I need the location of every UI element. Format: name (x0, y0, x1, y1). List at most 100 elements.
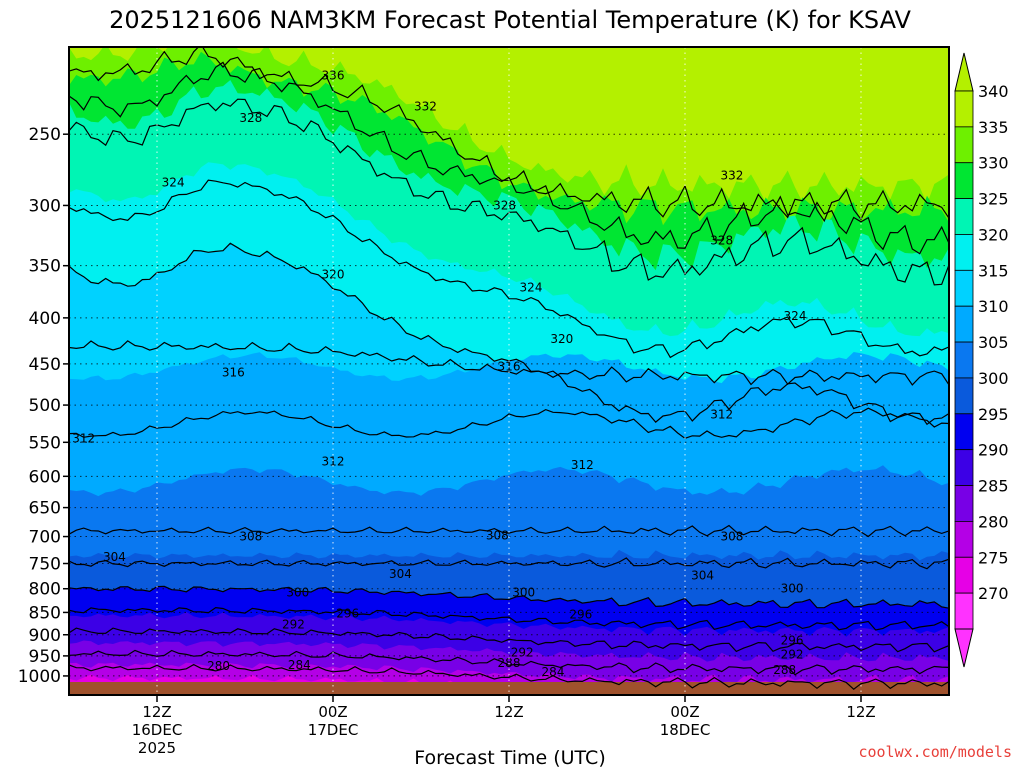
isentrope-308K (69, 524, 949, 538)
isentrope-292K (69, 627, 949, 653)
colorbar-swatch-285 (954, 485, 974, 522)
contour-label-312: 312 (710, 407, 733, 421)
y-tick-label: 800 (29, 580, 61, 600)
colorbar-label-325: 325 (978, 190, 1009, 209)
isentrope-300K (69, 585, 949, 609)
contour-label-308: 308 (486, 528, 509, 542)
x-tick-label: 12Z (494, 703, 523, 721)
contour-label-324: 324 (162, 176, 185, 190)
colorbar-swatch-275 (954, 556, 974, 594)
y-tick-label: 1000 (18, 667, 61, 687)
colorbar-swatch-300 (954, 377, 974, 415)
contour-label-296: 296 (569, 608, 592, 622)
colorbar-label-315: 315 (978, 261, 1009, 280)
colorbar-label-290: 290 (978, 441, 1009, 460)
y-tick-label: 350 (29, 257, 61, 277)
y-tick-label: 950 (29, 647, 61, 667)
contour-label-300: 300 (781, 582, 804, 596)
y-tick-label: 850 (29, 603, 61, 623)
colorbar-label-295: 295 (978, 405, 1009, 424)
isentrope-324K (69, 179, 949, 359)
colorbar-label-305: 305 (978, 333, 1009, 352)
contour-label-292: 292 (511, 646, 534, 660)
y-tick-label: 750 (29, 555, 61, 575)
contour-label-304: 304 (389, 567, 412, 581)
x-tick-label: 12Z (846, 703, 875, 721)
colorbar-label-285: 285 (978, 477, 1009, 496)
contour-label-312: 312 (322, 455, 345, 469)
y-tick-label: 250 (29, 125, 61, 145)
x-tick-date: 17DEC (308, 721, 359, 739)
isentrope-284K (69, 663, 949, 690)
y-tick-label: 450 (29, 355, 61, 375)
colorbar-label-320: 320 (978, 225, 1009, 244)
colorbar-label-280: 280 (978, 512, 1009, 531)
colorbar-swatch-295 (954, 413, 974, 451)
y-tick-label: 700 (29, 528, 61, 548)
colorbar-swatch-290 (954, 449, 974, 486)
contour-label-304: 304 (103, 550, 126, 564)
isentrope-312K (69, 407, 949, 439)
y-tick-label: 600 (29, 467, 61, 487)
contour-label-332: 332 (720, 169, 743, 183)
gridlines (69, 47, 949, 695)
contour-label-328: 328 (239, 111, 262, 125)
colorbar-label-340: 340 (978, 82, 1009, 101)
contour-label-288: 288 (498, 656, 521, 670)
colorbar-label-300: 300 (978, 369, 1009, 388)
contour-label-284: 284 (288, 658, 311, 672)
x-tick-date: 18DEC (660, 721, 711, 739)
contour-label-296: 296 (781, 633, 804, 647)
colorbar-label-310: 310 (978, 297, 1009, 316)
contour-label-328: 328 (710, 233, 733, 247)
isentrope-332K (69, 61, 949, 255)
y-tick-label: 500 (29, 396, 61, 416)
colorbar-swatch-305 (954, 341, 974, 379)
contour-label-292: 292 (781, 648, 804, 662)
x-tick-date: 16DEC (132, 721, 183, 739)
x-tick-label: 00Z (318, 703, 347, 721)
y-tick-label: 900 (29, 626, 61, 646)
contour-label-312: 312 (72, 432, 95, 446)
y-tick-label: 650 (29, 499, 61, 519)
colorbar-swatch-280 (954, 521, 974, 558)
colorbar-bottom-arrow (954, 628, 974, 668)
x-tick-label: 12Z (142, 703, 171, 721)
isentrope-296K (69, 606, 949, 631)
contour-label-284: 284 (542, 665, 565, 679)
contour-label-296: 296 (336, 606, 359, 620)
colorbar-swatch-315 (954, 269, 974, 307)
ground-surface (69, 682, 949, 695)
colorbar-swatch-330 (954, 162, 974, 200)
colorbar-swatch-320 (954, 234, 974, 271)
pressure-axis: 250 300 350 400 450 500 550 600 650 700 750 800 850 9… (18, 125, 69, 687)
colorbar-swatch-270 (954, 592, 974, 630)
contour-label-316: 316 (222, 365, 245, 379)
contour-label-300: 300 (512, 586, 535, 600)
x-tick-label: 00Z (670, 703, 699, 721)
colorbar-label-335: 335 (978, 118, 1009, 137)
x-axis-label: Forecast Time (UTC) (414, 747, 605, 768)
colorbar-label-330: 330 (978, 154, 1009, 173)
y-tick-label: 400 (29, 309, 61, 329)
contour-label-324: 324 (520, 280, 543, 294)
colorbar-label-275: 275 (978, 548, 1009, 567)
colorbar-swatch-310 (954, 305, 974, 343)
x-tick-year: 2025 (138, 739, 176, 757)
contour-label-280: 280 (207, 659, 230, 673)
contour-label-324: 324 (784, 309, 807, 323)
colorbar-label-270: 270 (978, 584, 1009, 603)
colorbar-swatch-340 (954, 90, 974, 128)
contour-label-304: 304 (691, 568, 714, 582)
colorbar-swatch-335 (954, 126, 974, 164)
credit-text: coolwx.com/models (858, 743, 1012, 761)
contour-label-312: 312 (571, 458, 594, 472)
contour-label-320: 320 (322, 268, 345, 282)
contour-label-292: 292 (282, 618, 305, 632)
contour-label-300: 300 (286, 586, 309, 600)
y-tick-label: 550 (29, 433, 61, 453)
y-tick-label: 300 (29, 196, 61, 216)
chart-title: 2025121606 NAM3KM Forecast Potential Tem… (109, 6, 911, 34)
